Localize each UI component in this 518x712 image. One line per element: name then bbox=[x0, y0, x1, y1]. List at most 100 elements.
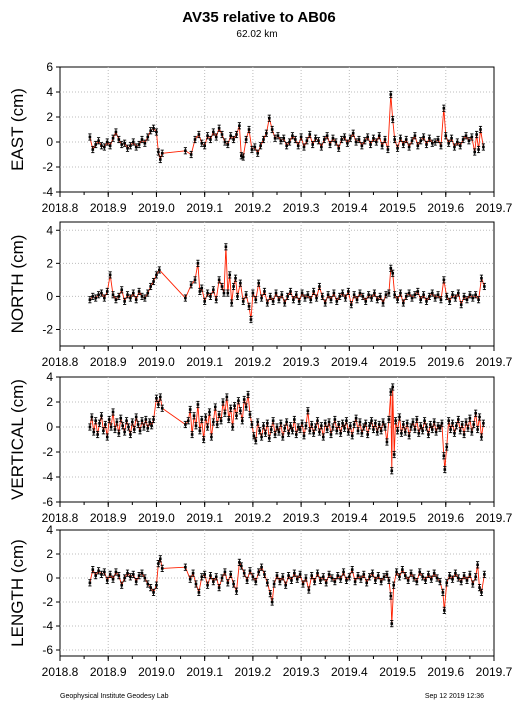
data-point bbox=[283, 299, 287, 307]
point-marker bbox=[125, 419, 128, 423]
x-tick-label: 2019.4 bbox=[331, 201, 368, 215]
point-marker bbox=[472, 423, 476, 426]
point-marker bbox=[88, 135, 92, 139]
data-point bbox=[313, 423, 318, 431]
data-point bbox=[404, 135, 408, 144]
point-marker bbox=[200, 575, 204, 579]
data-point bbox=[411, 418, 415, 426]
point-marker bbox=[458, 429, 462, 433]
point-marker bbox=[206, 134, 209, 138]
data-point bbox=[295, 575, 299, 583]
point-marker bbox=[329, 433, 333, 436]
data-point bbox=[265, 579, 269, 587]
point-marker bbox=[92, 430, 96, 434]
point-marker bbox=[444, 134, 448, 138]
point-marker bbox=[217, 413, 221, 416]
data-point bbox=[358, 289, 362, 297]
point-marker bbox=[381, 420, 385, 424]
data-point bbox=[477, 584, 482, 592]
point-marker bbox=[126, 293, 129, 297]
point-marker bbox=[232, 582, 235, 586]
data-point bbox=[409, 423, 413, 431]
data-point bbox=[474, 291, 478, 299]
point-marker bbox=[244, 293, 248, 297]
point-marker bbox=[436, 138, 440, 141]
point-marker bbox=[251, 291, 255, 295]
data-point bbox=[151, 588, 156, 596]
data-point bbox=[96, 430, 100, 439]
data-point bbox=[392, 581, 396, 589]
point-marker bbox=[477, 148, 480, 151]
data-point bbox=[144, 415, 148, 424]
data-point bbox=[131, 138, 135, 146]
point-marker bbox=[478, 586, 481, 589]
data-point bbox=[271, 297, 275, 305]
point-marker bbox=[94, 574, 97, 577]
data-point bbox=[288, 422, 293, 430]
data-point bbox=[285, 418, 289, 426]
data-point bbox=[452, 143, 457, 151]
data-point bbox=[367, 573, 372, 581]
point-marker bbox=[256, 151, 260, 155]
y-tick-label: 0 bbox=[46, 571, 53, 585]
data-point bbox=[286, 429, 291, 437]
point-marker bbox=[304, 576, 308, 580]
point-marker bbox=[108, 144, 112, 148]
data-point bbox=[468, 291, 472, 299]
data-point bbox=[137, 140, 141, 149]
data-point bbox=[296, 423, 300, 431]
data-point bbox=[345, 139, 350, 147]
x-tick-label: 2019.5 bbox=[379, 511, 416, 525]
point-marker bbox=[209, 574, 212, 577]
point-marker bbox=[283, 301, 287, 305]
point-marker bbox=[129, 296, 132, 300]
data-point bbox=[211, 128, 215, 136]
data-point bbox=[471, 294, 475, 302]
point-marker bbox=[254, 439, 258, 443]
point-marker bbox=[238, 561, 241, 564]
point-marker bbox=[323, 301, 327, 305]
point-marker bbox=[390, 622, 394, 625]
point-marker bbox=[346, 141, 349, 145]
point-marker bbox=[259, 144, 262, 148]
point-marker bbox=[382, 575, 386, 579]
data-point bbox=[313, 134, 318, 142]
x-tick-label: 2018.8 bbox=[42, 665, 79, 679]
point-marker bbox=[120, 143, 124, 146]
data-point bbox=[151, 415, 156, 424]
point-marker bbox=[107, 418, 111, 421]
data-point bbox=[409, 569, 413, 577]
point-marker bbox=[405, 421, 409, 425]
data-point bbox=[459, 578, 463, 586]
data-point bbox=[250, 145, 254, 154]
data-point bbox=[235, 292, 240, 300]
point-marker bbox=[155, 130, 158, 134]
point-marker bbox=[267, 436, 271, 440]
point-marker bbox=[436, 424, 440, 428]
chart-title: AV35 relative to AB06 bbox=[182, 9, 335, 26]
data-point bbox=[142, 423, 146, 431]
point-marker bbox=[302, 434, 306, 438]
point-marker bbox=[111, 410, 115, 414]
data-point bbox=[428, 420, 432, 429]
point-marker bbox=[160, 151, 164, 155]
data-point bbox=[393, 291, 397, 299]
data-point bbox=[479, 588, 484, 596]
data-point bbox=[226, 289, 230, 297]
data-point bbox=[410, 137, 414, 145]
data-point bbox=[438, 424, 442, 432]
data-point bbox=[286, 292, 290, 300]
point-marker bbox=[250, 148, 254, 151]
data-point bbox=[360, 142, 364, 150]
point-marker bbox=[263, 290, 266, 293]
data-point bbox=[306, 407, 310, 415]
data-point bbox=[102, 568, 106, 576]
point-marker bbox=[217, 586, 221, 589]
data-point bbox=[158, 555, 162, 563]
point-marker bbox=[120, 583, 124, 587]
point-marker bbox=[149, 285, 152, 288]
point-marker bbox=[479, 128, 482, 131]
point-marker bbox=[279, 139, 283, 143]
point-marker bbox=[300, 421, 304, 425]
data-point bbox=[407, 143, 411, 151]
